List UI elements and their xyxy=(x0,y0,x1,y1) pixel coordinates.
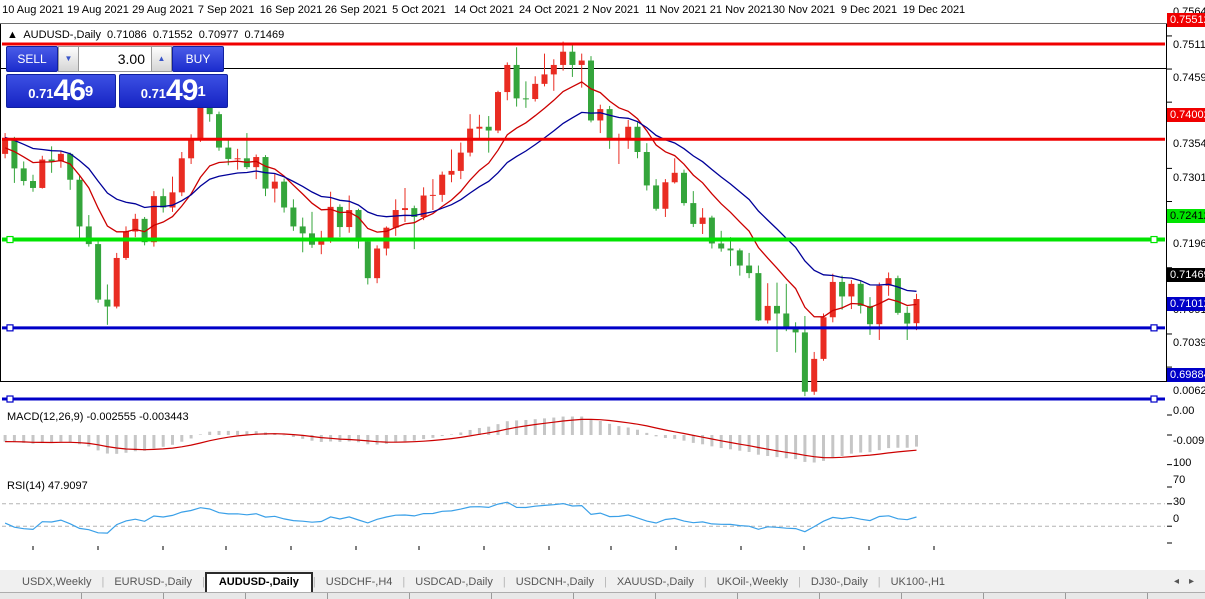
price-tick-label: 0.74002 xyxy=(1167,108,1205,123)
sell-price-prefix: 0.71 xyxy=(28,86,54,101)
price-tick-label: 0.69884 xyxy=(1167,368,1205,382)
tab-separator: | xyxy=(101,576,105,588)
ohlc-close: 0.71469 xyxy=(244,29,285,41)
tab-separator: | xyxy=(502,576,506,588)
price-tick-label: 0.72412 xyxy=(1167,208,1205,223)
chart-symbol-label: AUDUSD-,Daily xyxy=(23,29,101,41)
rsi-axis-label: 100 xyxy=(1173,457,1192,469)
chart-tab-usdx-weekly[interactable]: USDX,Weekly xyxy=(22,576,92,588)
sell-price-button[interactable]: 0.71 46 9 xyxy=(6,74,116,108)
date-tick-label: 2 Nov 2021 xyxy=(582,4,640,16)
macd-axis-label: 0.00 xyxy=(1173,405,1195,417)
price-tick-label: 0.75512 xyxy=(1167,13,1205,27)
rsi-label: RSI(14) 47.9097 xyxy=(7,480,88,492)
chart-tab-usdcad-daily[interactable]: USDCAD-,Daily xyxy=(415,576,493,588)
chart-tab-eurusd-daily[interactable]: EURUSD-,Daily xyxy=(114,576,192,588)
current-price-label: 0.71469 xyxy=(1167,268,1205,283)
macd-axis-label: 0.006201 xyxy=(1173,384,1205,397)
date-axis[interactable]: 10 Aug 2021 19 Aug 2021 29 Aug 2021 7 Sep 2… xyxy=(0,0,1167,24)
date-tick-label: 26 Sep 2021 xyxy=(324,4,388,16)
tab-separator: | xyxy=(402,576,406,588)
buy-price-button[interactable]: 0.71 49 1 xyxy=(118,74,228,108)
price-tick-label: 0.71965 xyxy=(1173,237,1205,250)
date-tick-label: 5 Oct 2021 xyxy=(392,4,446,16)
buy-price-pip: 1 xyxy=(197,83,206,100)
tab-scroll-left-icon[interactable]: ◂ xyxy=(1173,575,1179,587)
date-tick-label: 14 Oct 2021 xyxy=(454,4,514,16)
rsi-axis-label: 30 xyxy=(1173,496,1186,509)
bottom-scroll-strip[interactable] xyxy=(0,592,1205,599)
date-tick-label: 24 Oct 2021 xyxy=(519,4,579,16)
date-tick-label: 11 Nov 2021 xyxy=(645,4,707,16)
volume-decrease-button[interactable]: ▼ xyxy=(58,46,79,72)
sell-button[interactable]: SELL xyxy=(6,46,58,72)
date-tick-label: 7 Sep 2021 xyxy=(197,4,255,16)
chart-tab-xauusd-daily[interactable]: XAUUSD-,Daily xyxy=(616,576,694,588)
tab-separator: | xyxy=(703,576,707,588)
tab-separator: | xyxy=(201,576,205,588)
buy-price-prefix: 0.71 xyxy=(140,86,167,101)
chart-tab-bar: USDX,Weekly | EURUSD-,Daily | AUDUSD-,Daily |… xyxy=(0,570,1205,592)
chart-tab-usdcnh-daily[interactable]: USDCNH-,Daily xyxy=(515,576,594,588)
macd-signal-value: -0.003443 xyxy=(139,411,189,423)
chart-tab-audusd-daily[interactable]: AUDUSD-,Daily xyxy=(204,572,313,592)
tab-scroll-right-icon[interactable]: ▸ xyxy=(1188,575,1194,587)
date-tick-label: 16 Sep 2021 xyxy=(259,4,323,16)
sell-price-pip: 9 xyxy=(84,83,94,100)
date-tick-label: 10 Aug 2021 xyxy=(2,4,64,16)
tab-separator: | xyxy=(877,576,881,588)
rsi-current-value: 47.9097 xyxy=(47,480,88,492)
macd-axis-label: -0.00919 xyxy=(1173,434,1205,447)
chart-tab-ukoil-weekly[interactable]: UKOil-,Weekly xyxy=(716,576,789,588)
volume-increase-button[interactable]: ▲ xyxy=(151,46,172,72)
date-tick-label: 9 Dec 2021 xyxy=(840,4,898,16)
rsi-axis-label: 0 xyxy=(1173,513,1180,525)
macd-name: MACD(12,26,9) xyxy=(7,411,84,423)
symbol-triangle-icon: ▲ xyxy=(7,29,18,41)
macd-label: MACD(12,26,9) -0.002555 -0.003443 xyxy=(7,411,189,423)
chart-tab-usdchf-h4[interactable]: USDCHF-,H4 xyxy=(325,576,393,588)
one-click-trading-widget: SELL ▼ ▲ BUY 0.71 46 9 0.71 49 1 xyxy=(6,46,228,108)
macd-current-value: -0.002555 xyxy=(86,411,137,423)
sell-price-big: 46 xyxy=(53,74,86,107)
chart-tab-uk100-h1[interactable]: UK100-,H1 xyxy=(890,576,946,588)
price-tick-label: 0.73015 xyxy=(1173,171,1205,184)
price-axis[interactable]: 0.756400.755120.751150.745900.740020.735… xyxy=(1167,0,1205,525)
tab-separator: | xyxy=(603,576,607,588)
chart-title: ▲ AUDUSD-,Daily 0.71086 0.71552 0.70977 … xyxy=(7,29,287,41)
date-tick-label: 19 Aug 2021 xyxy=(67,4,129,16)
price-tick-label: 0.75115 xyxy=(1173,39,1205,52)
tab-separator: | xyxy=(798,576,801,588)
date-tick-label: 21 Nov 2021 xyxy=(709,4,773,16)
rsi-axis-label: 70 xyxy=(1173,473,1186,486)
tab-separator: | xyxy=(312,576,316,588)
date-tick-label: 30 Nov 2021 xyxy=(772,4,836,16)
buy-button[interactable]: BUY xyxy=(172,46,224,72)
chart-tab-dj30-daily[interactable]: DJ30-,Daily xyxy=(810,576,868,588)
date-tick-label: 29 Aug 2021 xyxy=(132,4,194,16)
ohlc-high: 0.71552 xyxy=(152,29,193,41)
ohlc-low: 0.70977 xyxy=(198,29,239,41)
date-tick-label: 19 Dec 2021 xyxy=(902,4,966,16)
ohlc-open: 0.71086 xyxy=(107,29,147,41)
rsi-name: RSI(14) xyxy=(7,480,45,492)
buy-price-big: 49 xyxy=(166,74,198,107)
volume-input[interactable] xyxy=(79,46,151,72)
price-tick-label: 0.71012 xyxy=(1167,296,1205,311)
